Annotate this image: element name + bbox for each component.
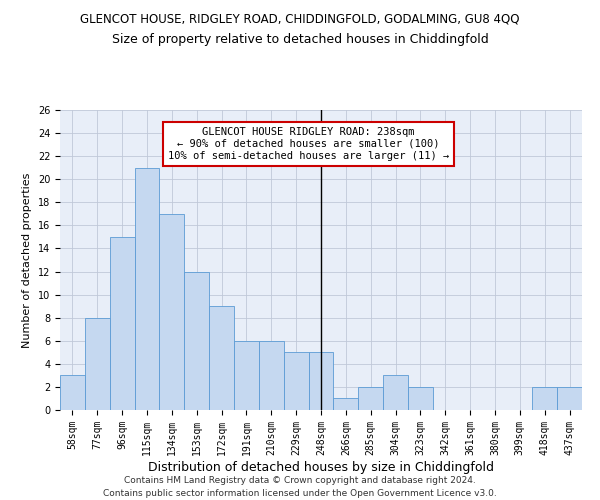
Text: Size of property relative to detached houses in Chiddingfold: Size of property relative to detached ho… xyxy=(112,32,488,46)
Text: GLENCOT HOUSE, RIDGLEY ROAD, CHIDDINGFOLD, GODALMING, GU8 4QQ: GLENCOT HOUSE, RIDGLEY ROAD, CHIDDINGFOL… xyxy=(80,12,520,26)
Bar xyxy=(184,272,209,410)
Bar xyxy=(358,387,383,410)
Bar xyxy=(408,387,433,410)
Bar xyxy=(284,352,308,410)
Bar xyxy=(134,168,160,410)
Bar xyxy=(259,341,284,410)
Bar xyxy=(160,214,184,410)
Bar xyxy=(334,398,358,410)
Bar xyxy=(557,387,582,410)
Text: GLENCOT HOUSE RIDGLEY ROAD: 238sqm
← 90% of detached houses are smaller (100)
10: GLENCOT HOUSE RIDGLEY ROAD: 238sqm ← 90%… xyxy=(168,128,449,160)
Bar xyxy=(60,376,85,410)
Bar xyxy=(532,387,557,410)
Bar xyxy=(308,352,334,410)
Bar xyxy=(209,306,234,410)
Bar xyxy=(383,376,408,410)
Bar xyxy=(85,318,110,410)
Y-axis label: Number of detached properties: Number of detached properties xyxy=(22,172,32,348)
X-axis label: Distribution of detached houses by size in Chiddingfold: Distribution of detached houses by size … xyxy=(148,460,494,473)
Bar xyxy=(110,237,134,410)
Text: Contains HM Land Registry data © Crown copyright and database right 2024.
Contai: Contains HM Land Registry data © Crown c… xyxy=(103,476,497,498)
Bar xyxy=(234,341,259,410)
